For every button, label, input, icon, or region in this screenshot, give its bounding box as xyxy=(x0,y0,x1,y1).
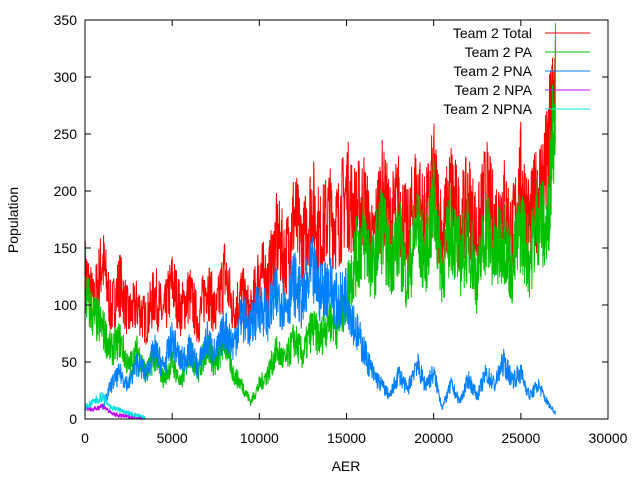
y-tick-label: 300 xyxy=(54,69,78,85)
x-axis-label: AER xyxy=(332,458,361,474)
x-tick-label: 10000 xyxy=(240,430,279,446)
x-tick-label: 30000 xyxy=(589,430,628,446)
legend-label: Team 2 PNA xyxy=(453,63,532,79)
x-tick-label: 25000 xyxy=(501,430,540,446)
y-axis-label: Population xyxy=(5,187,21,253)
legend-label: Team 2 NPA xyxy=(454,82,532,98)
legend-label: Team 2 Total xyxy=(453,25,532,41)
y-tick-label: 0 xyxy=(69,411,77,427)
legend: Team 2 Total Team 2 PA Team 2 PNA Team 2 NP… xyxy=(443,25,590,117)
series-line-1 xyxy=(84,23,556,407)
legend-label: Team 2 NPNA xyxy=(443,101,532,117)
x-tick-label: 0 xyxy=(81,430,89,446)
y-tick-label: 200 xyxy=(54,183,78,199)
y-tick-label: 100 xyxy=(54,297,78,313)
legend-label: Team 2 PA xyxy=(465,44,533,60)
x-tick-label: 15000 xyxy=(327,430,366,446)
y-tick-label: 250 xyxy=(54,126,78,142)
y-tick-label: 350 xyxy=(54,12,78,28)
y-tick-label: 50 xyxy=(61,354,77,370)
x-tick-label: 20000 xyxy=(414,430,453,446)
x-tick-label: 5000 xyxy=(157,430,188,446)
series-lines xyxy=(84,23,556,421)
series-line-4 xyxy=(84,391,147,421)
axis-ticks: 0 5000 10000 15000 20000 25000 30000 0 50 100 150 2… xyxy=(54,12,628,446)
y-tick-label: 150 xyxy=(54,240,78,256)
series-line-2 xyxy=(101,236,556,415)
series-line-0 xyxy=(84,40,556,345)
